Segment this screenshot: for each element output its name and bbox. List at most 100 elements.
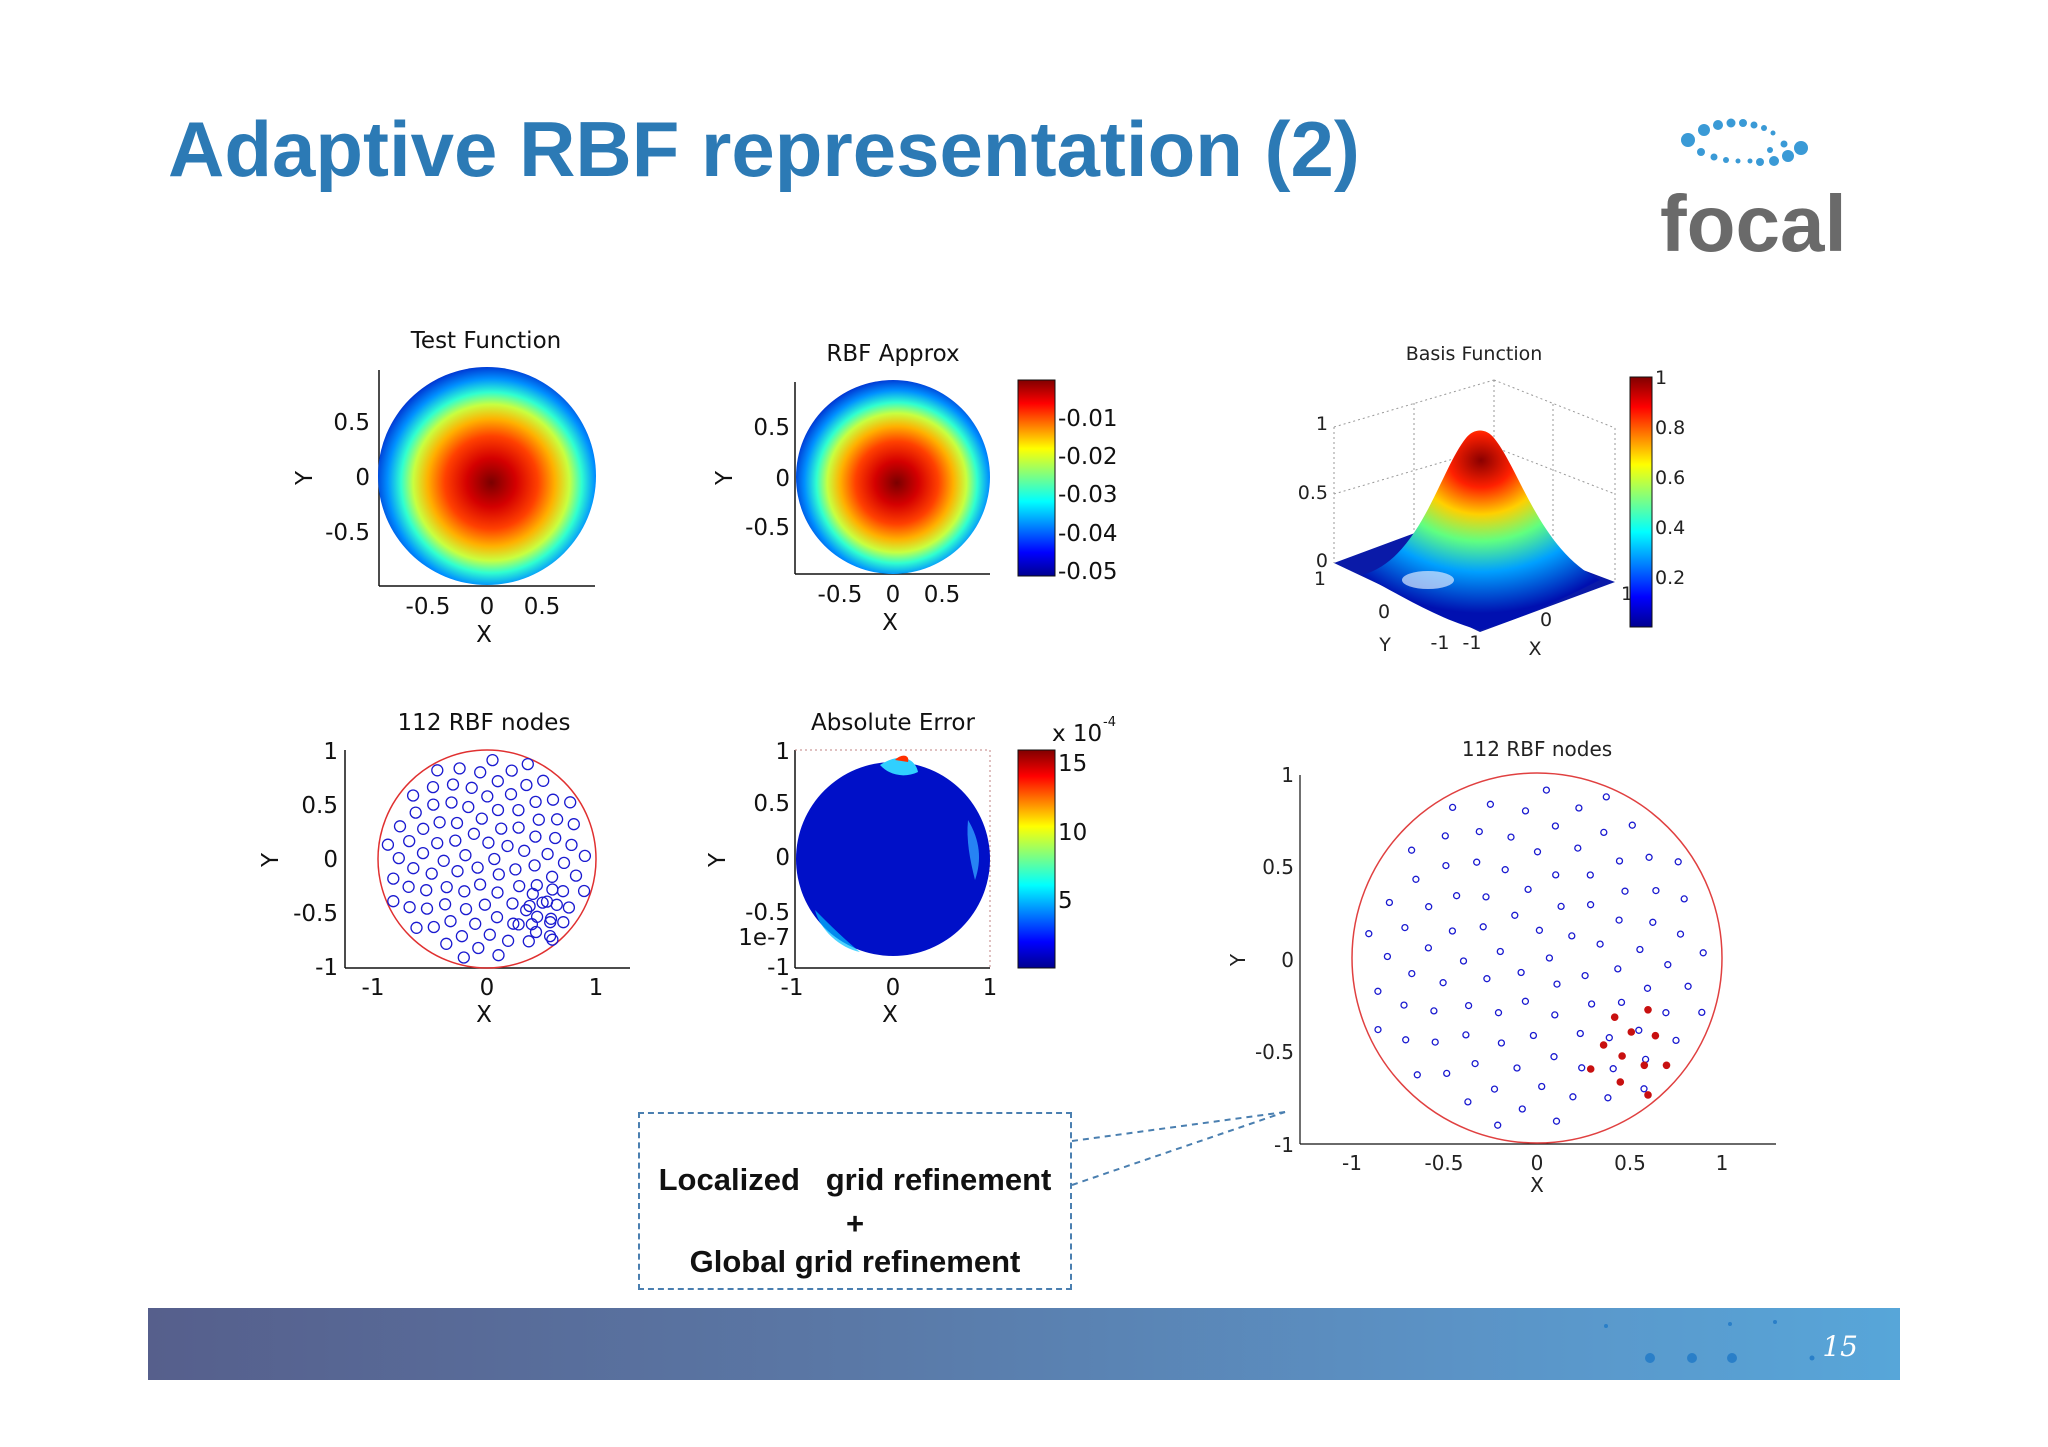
rbf-node — [1497, 1039, 1506, 1047]
footer-bar: 15 — [148, 1308, 1900, 1380]
rbf-node — [562, 901, 576, 914]
colorbar-tick: 15 — [1058, 751, 1087, 777]
rbf-node — [473, 878, 487, 891]
rbf-node — [1645, 853, 1653, 861]
colorbar-scale: x 10 — [1052, 721, 1102, 747]
y-axis-label: Y — [258, 852, 284, 868]
x-tick: 1 — [1716, 1151, 1729, 1175]
y-axis-label: Y — [292, 470, 318, 486]
rbf-node — [387, 895, 400, 908]
refined-node — [1616, 1078, 1625, 1086]
rbf-node — [445, 796, 458, 809]
rbf-node — [450, 816, 464, 830]
rbf-node — [392, 851, 405, 865]
rbf-node — [459, 902, 473, 916]
rbf-node — [1442, 861, 1450, 870]
rbf-node — [457, 951, 470, 964]
chart-rbf-nodes-small: 112 RBF nodes 1 0.5 0 -0.5 -1 -1 0 1 X Y — [258, 710, 630, 1028]
rbf-node — [565, 838, 578, 852]
rbf-node — [541, 847, 554, 861]
rbf-node — [488, 852, 501, 866]
rbf-node — [1424, 944, 1433, 952]
rbf-node — [1636, 945, 1644, 954]
rbf-node — [1494, 1009, 1503, 1017]
rbf-node — [1535, 926, 1544, 934]
rbf-node — [513, 879, 526, 893]
rbf-node — [455, 930, 469, 943]
chart-title: 112 RBF nodes — [398, 710, 571, 736]
extra-label: 1e-7 — [738, 925, 790, 951]
rbf-node — [1628, 821, 1636, 829]
chart-title: Absolute Error — [811, 710, 975, 736]
rbf-node — [1400, 1001, 1408, 1009]
rbf-node — [440, 937, 453, 950]
rbf-node — [512, 821, 525, 834]
rbf-node — [520, 904, 533, 917]
rbf-node — [532, 813, 545, 826]
rbf-node — [546, 793, 560, 806]
colorbar-tick: -0.02 — [1058, 444, 1118, 470]
rbf-node — [1464, 1098, 1472, 1106]
rbf-node — [1365, 930, 1373, 938]
rbf-node — [1430, 1007, 1438, 1015]
x-tick: 1 — [983, 975, 998, 1001]
rbf-node — [1664, 961, 1672, 969]
rbf-node — [1614, 965, 1622, 973]
x-tick: 0.5 — [1614, 1151, 1646, 1175]
rbf-node — [1408, 969, 1416, 978]
rbf-node — [1459, 957, 1468, 965]
rbf-node — [1551, 1011, 1559, 1019]
z-tick: 0 — [1316, 550, 1328, 572]
rbf-node — [549, 831, 562, 845]
colorbar-tick: -0.03 — [1058, 482, 1118, 508]
rbf-node — [1517, 968, 1525, 977]
rbf-node — [501, 934, 515, 947]
y-tick: 0.5 — [1262, 855, 1294, 879]
rbf-node — [486, 753, 499, 767]
rbf-node — [449, 834, 462, 847]
x-axis-label: X — [476, 622, 492, 648]
rbf-node — [483, 928, 496, 941]
rbf-node — [501, 839, 514, 853]
rbf-node — [467, 827, 481, 840]
rbf-node — [504, 788, 518, 801]
rbf-node — [546, 883, 559, 896]
rbf-node — [1431, 1038, 1439, 1046]
rbf-node — [1574, 844, 1582, 852]
chart-title: RBF Approx — [826, 341, 959, 367]
y-tick: 1 — [775, 739, 790, 765]
rbf-node — [1529, 1031, 1538, 1040]
chart-title: 112 RBF nodes — [1462, 737, 1612, 761]
rbf-node — [1552, 1117, 1561, 1125]
y-tick: -1 — [767, 955, 790, 981]
y-tick: -0.5 — [745, 515, 790, 541]
x-tick: -1 — [1463, 632, 1482, 654]
rbf-node — [1621, 887, 1629, 895]
rbf-node — [1538, 1082, 1546, 1091]
rbf-node — [393, 820, 407, 833]
rbf-node — [1615, 857, 1624, 865]
rbf-node — [1521, 807, 1530, 815]
rbf-node — [557, 856, 571, 870]
x-tick: -1 — [1342, 1151, 1362, 1175]
rbf-node — [410, 921, 423, 934]
rbf-node — [536, 896, 549, 909]
x-tick: 0.5 — [924, 582, 961, 608]
y-tick: 1 — [323, 739, 338, 765]
rbf-node — [1553, 980, 1561, 988]
rbf-node — [1684, 982, 1692, 990]
y-tick: -1 — [1274, 1133, 1294, 1157]
colorbar-tick: 0.8 — [1655, 417, 1685, 439]
rbf-node — [1385, 898, 1394, 907]
x-axis-label: X — [476, 1002, 492, 1028]
colorbar-tick: 10 — [1058, 820, 1087, 846]
rbf-node — [425, 867, 438, 880]
y-tick: -0.5 — [325, 520, 370, 546]
y-tick: 0 — [775, 466, 790, 492]
x-tick: 0 — [886, 975, 901, 1001]
rbf-node — [491, 775, 504, 788]
x-tick: 0.5 — [524, 594, 561, 620]
domain-boundary — [1351, 772, 1723, 1144]
error-heatmap-disk — [796, 762, 990, 956]
refined-node — [1644, 1006, 1652, 1014]
